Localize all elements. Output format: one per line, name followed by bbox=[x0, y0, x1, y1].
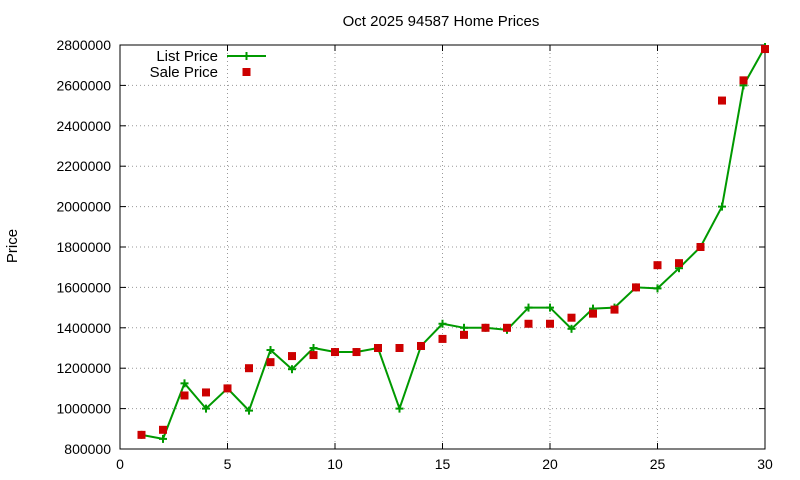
y-tick-label: 800000 bbox=[64, 441, 111, 457]
sale-price-point bbox=[503, 323, 511, 332]
sale-price-point bbox=[524, 319, 533, 328]
legend-label: Sale Price bbox=[150, 64, 218, 81]
sale-price-point bbox=[481, 323, 490, 332]
list-price-point bbox=[438, 319, 447, 328]
sale-price-point bbox=[159, 425, 167, 434]
series bbox=[137, 43, 769, 443]
sale-price-point bbox=[546, 319, 554, 328]
y-tick-label: 1200000 bbox=[56, 360, 111, 376]
y-tick-label: 2000000 bbox=[56, 199, 111, 215]
y-tick-label: 2800000 bbox=[56, 37, 111, 53]
x-tick-label: 20 bbox=[542, 456, 558, 472]
x-tick-label: 10 bbox=[327, 456, 343, 472]
y-tick-label: 2600000 bbox=[56, 77, 111, 93]
y-tick-label: 2400000 bbox=[56, 118, 111, 134]
sale-price-point bbox=[632, 283, 640, 292]
list-price-point bbox=[653, 284, 662, 293]
sale-price-point bbox=[438, 334, 447, 343]
sale-price-point bbox=[288, 352, 296, 361]
sale-price-point bbox=[395, 344, 404, 352]
list-price-point bbox=[460, 323, 468, 332]
list-price-point bbox=[202, 404, 210, 413]
sale-price-point bbox=[309, 351, 318, 360]
list-price-point bbox=[245, 406, 253, 415]
list-price-point bbox=[309, 344, 318, 352]
y-tick-label: 1800000 bbox=[56, 239, 111, 255]
sale-price-point bbox=[137, 430, 146, 439]
sale-price-point bbox=[202, 388, 210, 397]
list-price-point bbox=[546, 303, 554, 312]
sale-price-point bbox=[266, 358, 275, 367]
sale-price-point bbox=[696, 243, 705, 251]
sale-price-point bbox=[718, 96, 726, 105]
axes: 0 5 10 15 20 25 30 800000 1000000 1200000 1400000 1… bbox=[56, 37, 773, 472]
list-price-point bbox=[180, 379, 189, 388]
sale-price-point bbox=[223, 384, 232, 393]
grid bbox=[120, 45, 765, 449]
y-axis-label: Price bbox=[4, 229, 21, 263]
chart-title: Oct 2025 94587 Home Prices bbox=[343, 13, 540, 30]
sale-price-point bbox=[739, 76, 748, 85]
x-tick-label: 30 bbox=[757, 456, 773, 472]
y-tick-label: 1400000 bbox=[56, 320, 111, 336]
sale-price-point bbox=[567, 313, 576, 322]
sale-price-point bbox=[331, 348, 339, 357]
sale-price-point bbox=[374, 344, 382, 352]
legend-label: List Price bbox=[156, 48, 218, 65]
list-price-point bbox=[395, 404, 404, 413]
y-tick-label: 2200000 bbox=[56, 158, 111, 174]
sale-price-point bbox=[180, 391, 189, 400]
y-tick-label: 1600000 bbox=[56, 279, 111, 295]
legend-square-swatch bbox=[242, 68, 251, 76]
list-price-line bbox=[141, 46, 766, 441]
x-tick-label: 15 bbox=[435, 456, 451, 472]
x-tick-label: 0 bbox=[116, 456, 124, 472]
sale-price-point bbox=[589, 309, 597, 318]
sale-price-point bbox=[761, 45, 769, 54]
sale-price-point bbox=[653, 261, 662, 270]
list-price-point bbox=[159, 434, 167, 443]
x-tick-label: 25 bbox=[650, 456, 666, 472]
list-price-point bbox=[567, 324, 576, 333]
sale-price-point bbox=[417, 341, 425, 350]
list-price-point bbox=[266, 346, 275, 355]
list-price-point bbox=[524, 303, 533, 312]
list-price-point bbox=[288, 365, 296, 374]
list-price-point bbox=[718, 202, 726, 211]
sale-price-point bbox=[675, 259, 683, 268]
y-tick-label: 1000000 bbox=[56, 401, 111, 417]
sale-price-point bbox=[610, 305, 619, 314]
sale-price-point bbox=[352, 348, 361, 357]
x-tick-label: 5 bbox=[224, 456, 232, 472]
sale-price-point bbox=[460, 330, 468, 339]
sale-price-point bbox=[245, 364, 253, 373]
